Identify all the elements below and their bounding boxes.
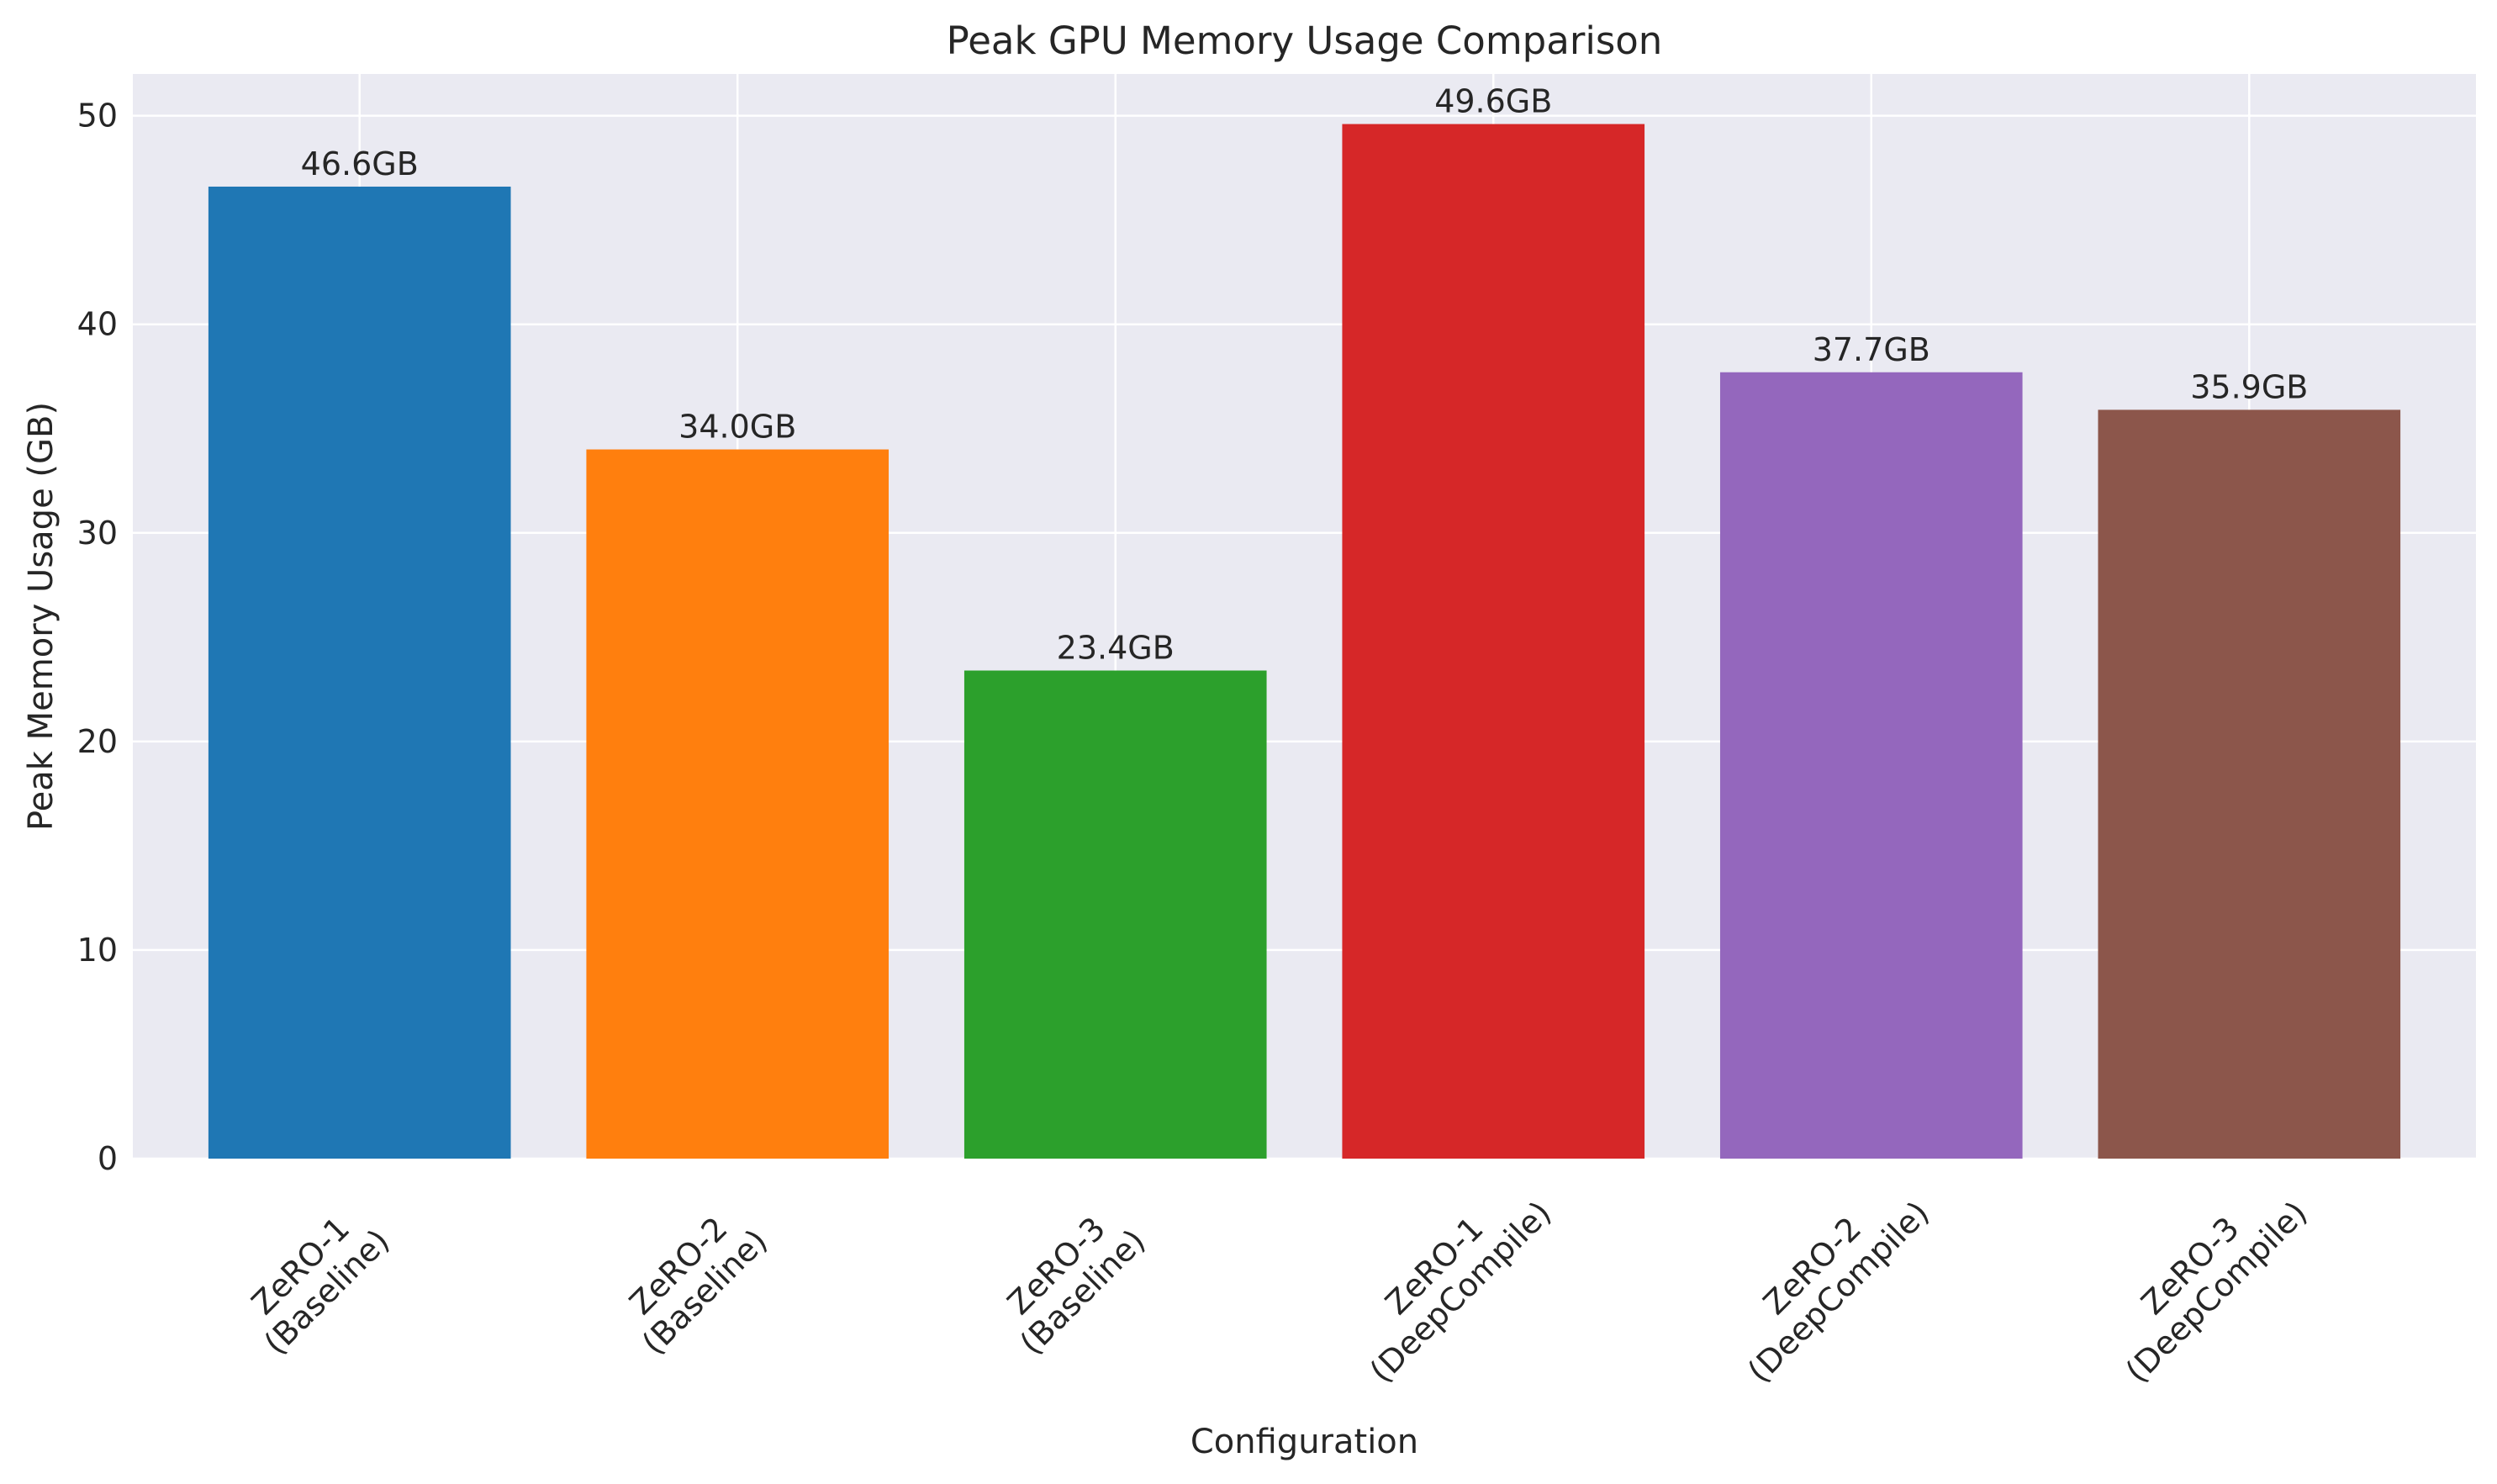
data-labels: 46.6GB 34.0GB 23.4GB 49.6GB 37.7GB 35.9GB (301, 83, 2309, 667)
bar-data-label: 23.4GB (1057, 630, 1175, 667)
x-tick-label: ZeRO-2(Baseline) (609, 1196, 774, 1361)
x-tick-label: ZeRO-1(DeepCompile) (1337, 1168, 1559, 1390)
bar-data-label: 35.9GB (2190, 368, 2308, 405)
y-tick-label: 0 (98, 1140, 118, 1177)
y-axis-title: Peak Memory Usage (GB) (22, 402, 61, 831)
x-axis-ticks: ZeRO-1(Baseline) ZeRO-2(Baseline) ZeRO-3(B… (230, 1168, 2315, 1390)
bar-data-label: 49.6GB (1434, 83, 1552, 120)
bar (2098, 409, 2401, 1159)
plot-area (133, 74, 2476, 1159)
x-tick-label-group: ZeRO-2(DeepCompile) (1714, 1168, 1936, 1390)
y-tick-label: 40 (77, 306, 118, 343)
bar-data-label: 34.0GB (678, 409, 796, 446)
x-tick-label-group: ZeRO-3(Baseline) (986, 1196, 1153, 1362)
y-tick-label: 20 (77, 723, 118, 760)
x-tick-label-group: ZeRO-2(Baseline) (609, 1196, 774, 1362)
bars (208, 124, 2401, 1159)
x-tick-label-group: ZeRO-1(Baseline) (230, 1196, 397, 1362)
y-tick-label: 10 (77, 932, 118, 969)
bar (586, 449, 890, 1159)
bar (208, 186, 511, 1159)
bar (1719, 372, 2023, 1159)
y-tick-label: 30 (77, 515, 118, 552)
x-tick-label: ZeRO-1(Baseline) (230, 1196, 396, 1361)
x-tick-label-group: ZeRO-3(DeepCompile) (2093, 1168, 2315, 1390)
x-tick-label: ZeRO-2(DeepCompile) (1714, 1168, 1936, 1390)
x-tick-label: ZeRO-3(Baseline) (986, 1196, 1152, 1361)
x-tick-label: ZeRO-3(DeepCompile) (2093, 1168, 2315, 1390)
bar (1342, 124, 1645, 1159)
bar-data-label: 37.7GB (1813, 331, 1930, 368)
chart-title: Peak GPU Memory Usage Comparison (947, 18, 1663, 63)
bar-data-label: 46.6GB (301, 145, 419, 182)
y-tick-label: 50 (77, 98, 118, 135)
y-axis-ticks: 0 10 20 30 40 50 (77, 98, 118, 1177)
bar (963, 670, 1267, 1159)
x-tick-label-group: ZeRO-1(DeepCompile) (1337, 1168, 1559, 1390)
x-axis-title: Configuration (1190, 1423, 1418, 1461)
